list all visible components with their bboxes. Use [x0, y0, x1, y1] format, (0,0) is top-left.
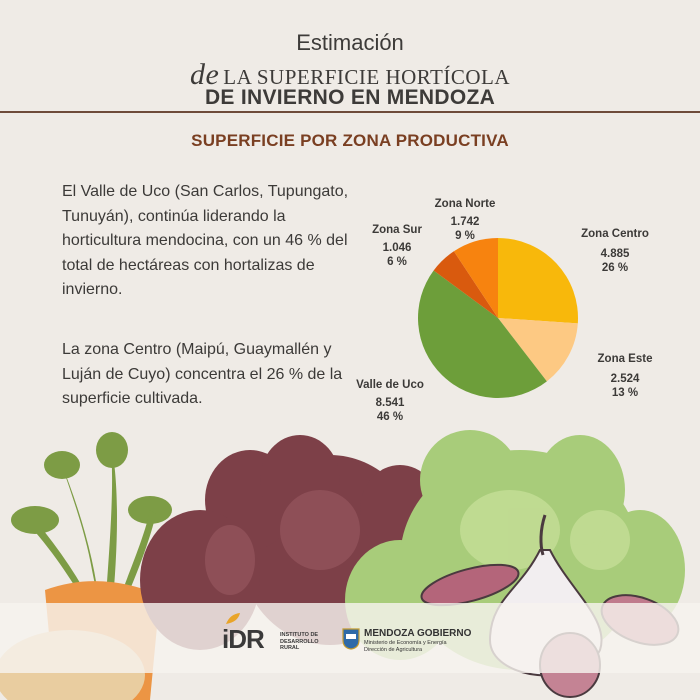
header-line-3: DE INVIERNO EN MENDOZA: [204, 86, 496, 109]
pie-label-percent: 46 %: [376, 411, 404, 423]
pie-label-valle-de-uco: Valle de Uco 8.541 46 %: [345, 378, 435, 424]
idr-logo-mark: iDR: [222, 624, 265, 654]
pie-label-zona-norte: Zona Norte 1.742 9 %: [420, 197, 510, 243]
pie-slice-zona-este: [498, 318, 578, 382]
pie-label-value: 1.742: [450, 216, 480, 228]
ministerio-text: Ministerio de Economía y Energía: [364, 640, 447, 646]
header: Estimación de LA SUPERFICIE HORTÍCOLA DE …: [0, 0, 700, 112]
pie-label-percent: 9 %: [455, 230, 475, 242]
pie-slice-zona-sur: [433, 251, 498, 318]
paragraph-centro: La zona Centro (Maipú, Guaymallén y Lujá…: [62, 341, 343, 407]
header-line-1: Estimación: [296, 30, 404, 55]
pie-slice-zona-centro: [498, 238, 579, 324]
direccion-text: Dirección de Agricultura: [364, 647, 423, 653]
pie-label-percent: 13 %: [611, 387, 639, 399]
pie-label-value: 8.541: [375, 397, 405, 409]
pie-label-zona-este: Zona Este 2.524 13 %: [580, 352, 670, 400]
header-divider: [0, 111, 700, 113]
header-line-2: de LA SUPERFICIE HORTÍCOLA: [0, 58, 700, 92]
section-title: SUPERFICIE POR ZONA PRODUCTIVA: [191, 131, 509, 150]
pie-label-zona-centro: Zona Centro 4.885 26 %: [560, 227, 670, 275]
pie-slice-zona-norte: [453, 238, 498, 318]
pie-label-name: Zona Norte: [434, 198, 496, 210]
leaf-icon: [226, 613, 240, 624]
pie-label-name: Zona Centro: [581, 228, 649, 240]
header-prefix: de: [189, 58, 220, 91]
idr-logo-text: INSTITUTO DE DESARROLLO RURAL: [280, 632, 319, 651]
pie-label-name: Zona Este: [597, 353, 653, 365]
pie-label-name: Zona Sur: [372, 224, 422, 236]
paragraph-uco: El Valle de Uco (San Carlos, Tupungato, …: [62, 183, 349, 298]
pie-label-percent: 6 %: [387, 256, 407, 268]
pie-slice-valle-de-uco: [417, 270, 547, 399]
pie-label-value: 4.885: [600, 248, 630, 260]
mendoza-gobierno-title: MENDOZA GOBIERNO: [364, 628, 472, 639]
pie-label-percent: 26 %: [601, 262, 629, 274]
pie-label-name: Valle de Uco: [356, 379, 424, 391]
pie-label-value: 2.524: [610, 373, 640, 385]
header-line-2-text: LA SUPERFICIE HORTÍCOLA: [223, 65, 511, 89]
pie-label-zona-sur: Zona Sur 1.046 6 %: [362, 223, 432, 269]
pie-chart: [417, 238, 579, 399]
shield-icon: [342, 628, 360, 650]
pie-label-value: 1.046: [382, 242, 412, 254]
